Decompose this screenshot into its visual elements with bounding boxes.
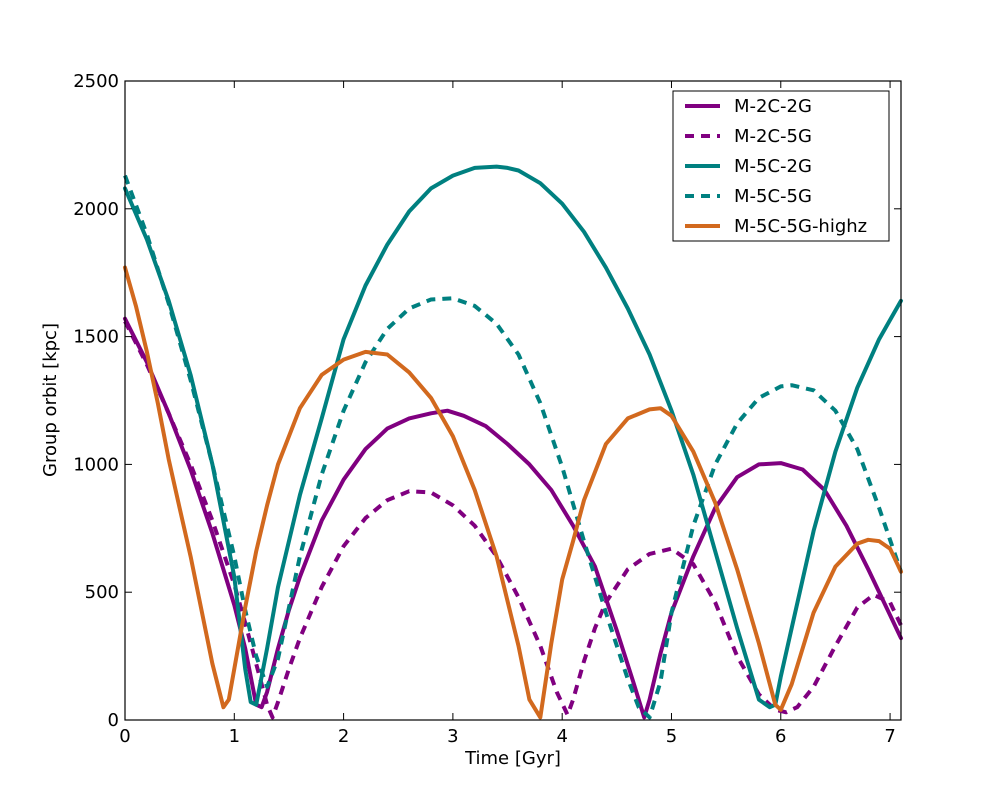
y-tick-label: 1500	[73, 327, 119, 348]
legend: M-2C-2G M-2C-5G M-5C-2G M-5C-5G M-5C-5G-high…	[672, 90, 890, 242]
x-tick-label: 0	[119, 726, 130, 747]
series-line-3	[123, 174, 903, 720]
y-tick-label: 2500	[73, 71, 119, 92]
legend-label-2: M-5C-2G	[734, 156, 812, 177]
series-line-4	[123, 265, 903, 720]
x-tick-label: 6	[775, 726, 786, 747]
x-tick-label: 7	[884, 726, 895, 747]
legend-label-0: M-2C-2G	[734, 96, 812, 117]
x-tick-label: 2	[338, 726, 349, 747]
x-tick-label: 1	[229, 726, 240, 747]
y-tick-label: 500	[85, 582, 119, 603]
series-layer	[123, 164, 903, 720]
legend-label-3: M-5C-5G	[734, 186, 812, 207]
x-tick-label: 5	[666, 726, 677, 747]
y-tick-label: 0	[108, 710, 119, 731]
x-tick-label: 4	[556, 726, 567, 747]
x-tick-label: 3	[447, 726, 458, 747]
legend-label-4: M-5C-5G-highz	[734, 216, 867, 237]
y-tick-label: 2000	[73, 199, 119, 220]
plot-frame	[124, 80, 902, 721]
ticks-layer: 0 1 2 3 4 5 6 7 0 500 1000 1500 2000 2500	[73, 71, 901, 747]
legend-label-1: M-2C-5G	[734, 126, 812, 147]
y-axis-label: Group orbit [kpc]	[40, 323, 61, 477]
y-tick-label: 1000	[73, 454, 119, 475]
x-axis-label: Time [Gyr]	[464, 748, 561, 769]
